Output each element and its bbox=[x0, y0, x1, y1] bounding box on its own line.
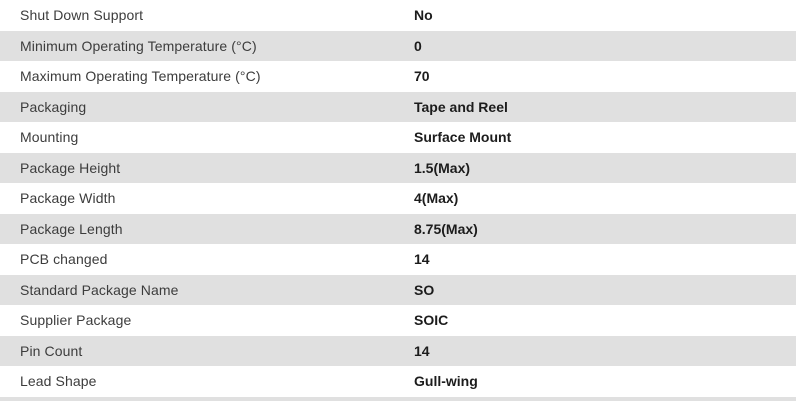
spec-row-minimum-operating-temperature: Minimum Operating Temperature (°C) 0 bbox=[0, 30, 796, 61]
spec-row-lead-shape: Lead Shape Gull-wing bbox=[0, 366, 796, 397]
spec-row-package-height: Package Height 1.5(Max) bbox=[0, 152, 796, 183]
spec-value: 8.75(Max) bbox=[414, 220, 478, 237]
spec-label: Minimum Operating Temperature (°C) bbox=[20, 37, 257, 54]
spec-label: Supplier Package bbox=[20, 312, 132, 329]
spec-value: 14 bbox=[414, 251, 430, 268]
spec-label: Maximum Operating Temperature (°C) bbox=[20, 68, 261, 85]
spec-row-package-length: Package Length 8.75(Max) bbox=[0, 213, 796, 244]
spec-value: 0 bbox=[414, 37, 422, 54]
spec-row-pin-count: Pin Count 14 bbox=[0, 335, 796, 366]
spec-label: Package Height bbox=[20, 159, 121, 176]
spec-row-supplier-package: Supplier Package SOIC bbox=[0, 305, 796, 336]
spec-value: SO bbox=[414, 281, 435, 298]
spec-label: Packaging bbox=[20, 98, 87, 115]
spec-row-packaging: Packaging Tape and Reel bbox=[0, 91, 796, 122]
spec-value: Surface Mount bbox=[414, 129, 512, 146]
spec-row-mounting: Mounting Surface Mount bbox=[0, 122, 796, 153]
spec-value: 1.5(Max) bbox=[414, 159, 471, 176]
spec-label: Package Width bbox=[20, 190, 116, 207]
spec-value: Gull-wing bbox=[414, 373, 478, 390]
spec-row-pcb-changed: PCB changed 14 bbox=[0, 244, 796, 275]
spec-value: No bbox=[414, 7, 433, 24]
spec-value: 4(Max) bbox=[414, 190, 459, 207]
spec-row-standard-package-name: Standard Package Name SO bbox=[0, 274, 796, 305]
spec-value: Tape and Reel bbox=[414, 98, 508, 115]
spec-row-maximum-operating-temperature: Maximum Operating Temperature (°C) 70 bbox=[0, 61, 796, 92]
spec-value: SOIC bbox=[414, 312, 449, 329]
spec-label: Pin Count bbox=[20, 342, 83, 359]
spec-row-clipped bbox=[0, 396, 796, 401]
spec-value: 14 bbox=[414, 342, 430, 359]
spec-label: PCB changed bbox=[20, 251, 108, 268]
spec-row-package-width: Package Width 4(Max) bbox=[0, 183, 796, 214]
spec-row-shut-down-support: Shut Down Support No bbox=[0, 0, 796, 31]
spec-label: Standard Package Name bbox=[20, 281, 179, 298]
spec-label: Shut Down Support bbox=[20, 7, 144, 24]
spec-label: Package Length bbox=[20, 220, 123, 237]
spec-label: Mounting bbox=[20, 129, 79, 146]
spec-value: 70 bbox=[414, 68, 430, 85]
spec-label: Lead Shape bbox=[20, 373, 97, 390]
